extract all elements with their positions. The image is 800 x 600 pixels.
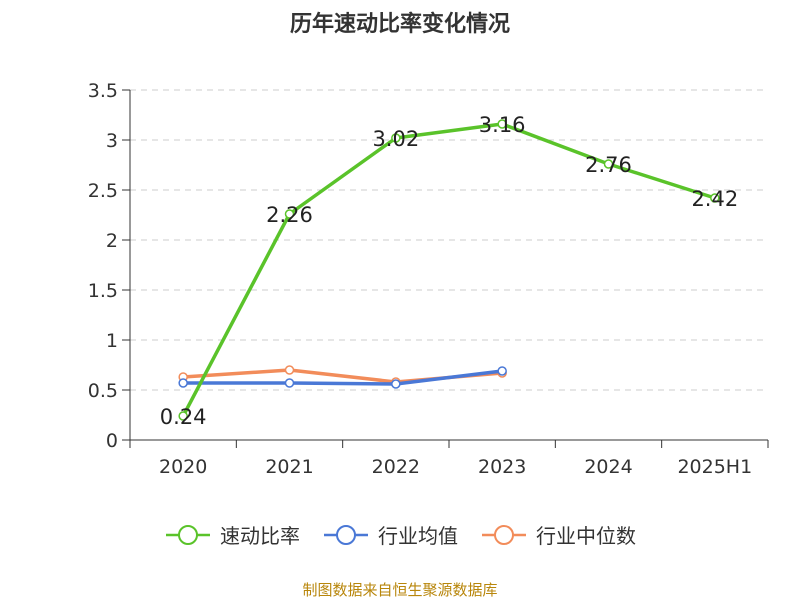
legend-swatch-icon	[482, 524, 526, 545]
data-point	[710, 193, 720, 203]
y-tick-label: 2.5	[88, 180, 118, 202]
series-line	[181, 369, 504, 386]
data-point	[178, 411, 188, 421]
data-label: 3.16	[479, 113, 526, 137]
data-point	[284, 365, 295, 375]
data-point	[497, 119, 507, 129]
data-label: 2.76	[585, 153, 632, 177]
data-point	[284, 378, 295, 388]
data-label: 3.02	[372, 127, 419, 151]
data-label: 2.26	[266, 203, 313, 227]
grid-lines	[130, 89, 768, 391]
source-note: 制图数据来自恒生聚源数据库	[302, 581, 498, 599]
chart-title: 历年速动比率变化情况	[289, 12, 510, 37]
data-label: 0.24	[160, 405, 207, 429]
data-point	[603, 159, 614, 169]
x-tick-label: 2021	[265, 456, 313, 478]
data-point	[284, 209, 295, 219]
legend-item[interactable]: 行业均值	[322, 520, 458, 549]
data-labels: 0.24 2.26 3.02 3.16 2.76 2.42	[160, 113, 738, 429]
x-tick-label: 2020	[159, 456, 207, 478]
data-point	[391, 379, 401, 389]
y-tick-label: 0	[106, 430, 118, 452]
y-tick-label: 1	[106, 330, 118, 352]
y-tick-label: 1.5	[88, 280, 118, 302]
data-label: 2.42	[691, 187, 738, 211]
y-tick-label: 3.5	[88, 80, 118, 102]
x-tick-label: 2023	[478, 456, 526, 478]
data-point	[497, 366, 507, 376]
x-tick-label: 2022	[372, 456, 420, 478]
legend-swatch-icon	[324, 524, 368, 545]
y-tick-label: 2	[106, 230, 118, 252]
axes: 0 0.5 1 1.5 2 2.5 3 3.5 2020 2021 2022 2023 2024 2025…	[88, 80, 769, 478]
series-line	[181, 122, 717, 418]
legend: 速动比率 行业均值 行业中位数	[0, 520, 800, 549]
data-point	[391, 133, 401, 143]
series-lines	[178, 119, 720, 421]
x-tick-label: 2025H1	[677, 456, 752, 478]
legend-swatch-icon	[166, 524, 210, 545]
legend-item[interactable]: 速动比率	[164, 520, 300, 549]
y-tick-label: 0.5	[88, 380, 118, 402]
data-point	[178, 378, 188, 388]
y-tick-label: 3	[106, 130, 118, 152]
legend-label: 行业均值	[378, 524, 458, 548]
legend-label: 行业中位数	[536, 524, 636, 548]
legend-label: 速动比率	[220, 524, 300, 548]
legend-item[interactable]: 行业中位数	[480, 520, 636, 549]
x-tick-label: 2024	[584, 456, 632, 478]
